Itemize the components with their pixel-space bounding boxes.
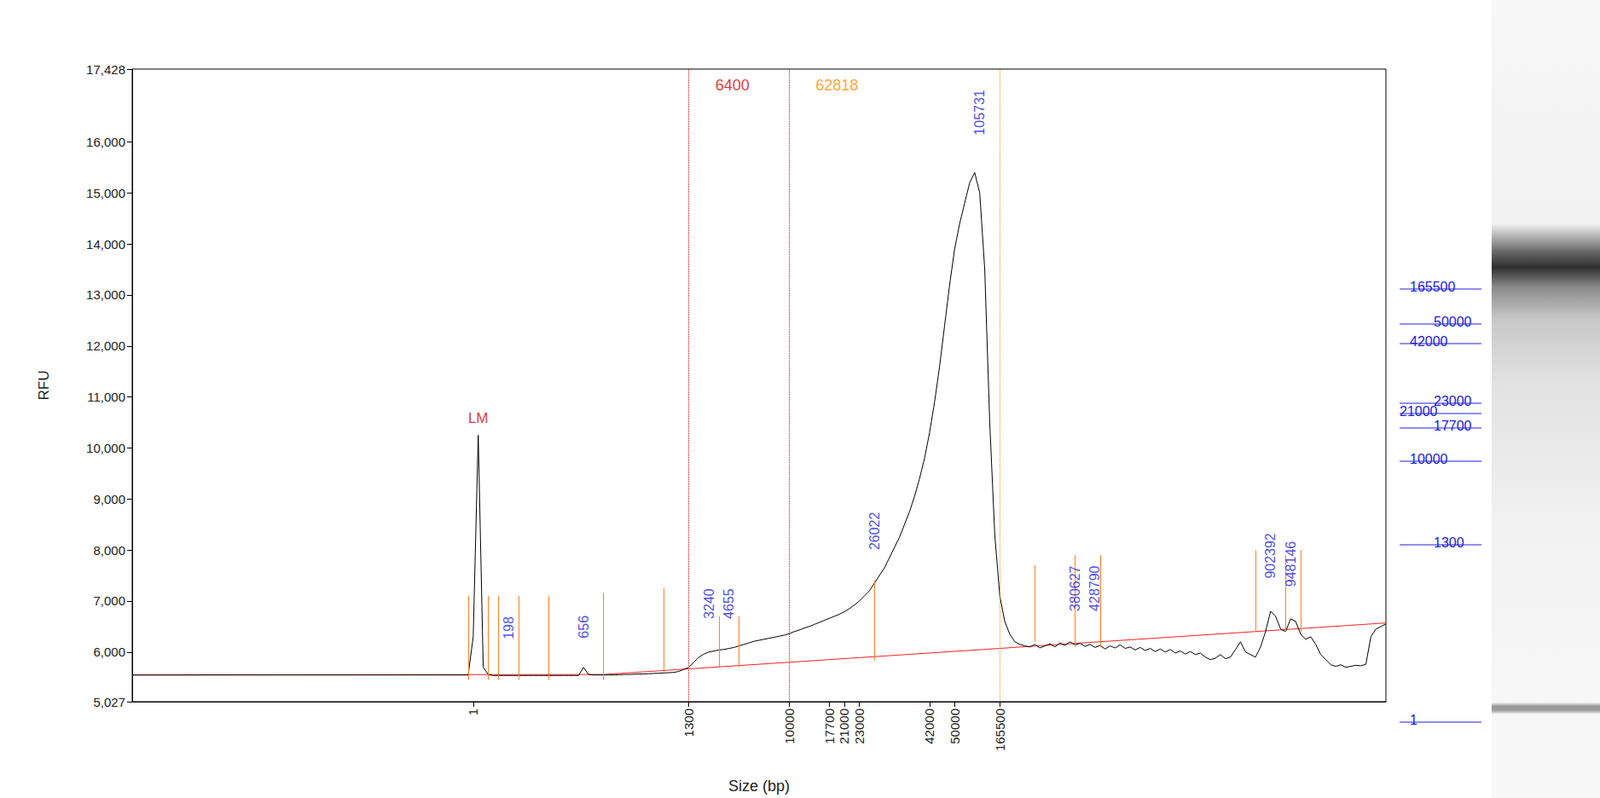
svg-text:42000: 42000 — [921, 708, 937, 745]
svg-text:7,000: 7,000 — [92, 593, 126, 609]
svg-text:23000: 23000 — [1433, 394, 1473, 409]
svg-text:1300: 1300 — [681, 708, 696, 737]
svg-text:26022: 26022 — [867, 512, 882, 551]
svg-text:380627: 380627 — [1067, 565, 1083, 611]
svg-text:5,027: 5,027 — [92, 695, 126, 710]
svg-text:6400: 6400 — [715, 76, 750, 94]
svg-text:10000: 10000 — [782, 708, 797, 745]
svg-text:RFU: RFU — [35, 371, 53, 401]
svg-text:10000: 10000 — [1409, 452, 1449, 467]
svg-text:16,000: 16,000 — [86, 134, 126, 150]
svg-text:656: 656 — [576, 615, 592, 639]
svg-text:165500: 165500 — [992, 708, 1008, 752]
svg-text:12,000: 12,000 — [86, 338, 126, 354]
svg-text:14,000: 14,000 — [86, 237, 126, 252]
svg-text:62818: 62818 — [815, 76, 858, 94]
svg-text:11,000: 11,000 — [86, 389, 126, 405]
svg-text:1: 1 — [1409, 713, 1418, 728]
svg-text:10,000: 10,000 — [86, 440, 126, 456]
svg-text:50000: 50000 — [1433, 314, 1473, 330]
svg-text:3240: 3240 — [701, 588, 717, 620]
svg-text:8,000: 8,000 — [92, 543, 126, 558]
svg-text:42000: 42000 — [1409, 334, 1449, 349]
svg-text:LM: LM — [468, 410, 489, 427]
svg-text:105731: 105731 — [972, 89, 987, 135]
svg-text:17700: 17700 — [822, 708, 837, 745]
svg-text:9,000: 9,000 — [92, 492, 126, 507]
svg-text:21000: 21000 — [836, 708, 852, 745]
svg-text:4655: 4655 — [721, 588, 737, 620]
svg-text:50000: 50000 — [947, 708, 963, 745]
svg-text:198: 198 — [501, 616, 516, 640]
svg-text:428790: 428790 — [1087, 565, 1102, 611]
svg-text:1300: 1300 — [1433, 535, 1465, 551]
svg-text:1: 1 — [465, 708, 481, 716]
svg-text:17700: 17700 — [1433, 418, 1473, 434]
svg-text:6,000: 6,000 — [92, 644, 126, 660]
svg-text:Size (bp): Size (bp) — [728, 777, 790, 795]
svg-text:15,000: 15,000 — [86, 185, 126, 201]
svg-text:902392: 902392 — [1263, 533, 1278, 579]
svg-text:23000: 23000 — [852, 708, 867, 745]
svg-text:21000: 21000 — [1399, 404, 1438, 419]
svg-text:13,000: 13,000 — [86, 287, 126, 302]
svg-text:165500: 165500 — [1409, 279, 1456, 295]
svg-text:948146: 948146 — [1283, 541, 1299, 587]
svg-text:17,428: 17,428 — [86, 62, 126, 77]
